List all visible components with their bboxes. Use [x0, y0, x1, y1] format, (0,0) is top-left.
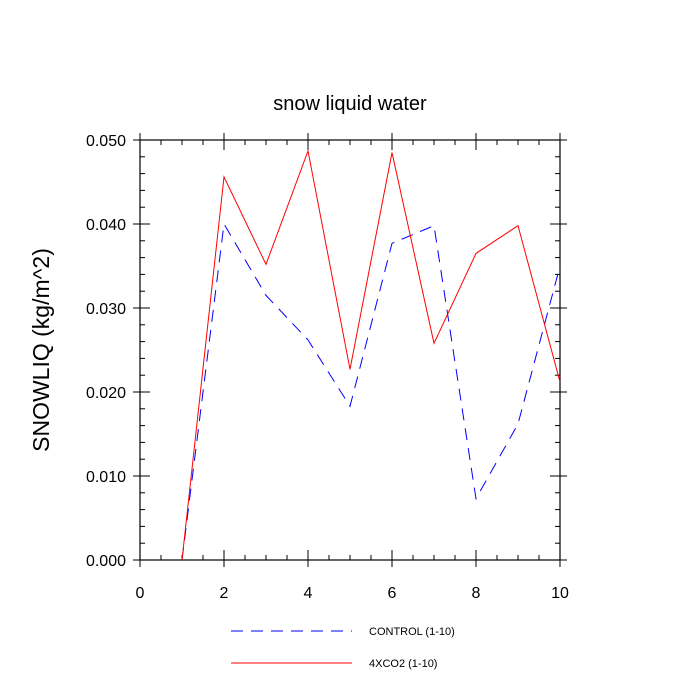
x-tick-label: 6: [388, 585, 397, 602]
chart-title: snow liquid water: [273, 93, 427, 115]
x-tick-label: 4: [304, 585, 313, 602]
y-tick-label: 0.030: [86, 301, 126, 318]
legend-label-1: 4XCO2 (1-10): [369, 658, 437, 670]
y-tick-label: 0.000: [86, 553, 126, 570]
x-tick-label: 10: [551, 585, 569, 602]
axis-ticks: 0 2 4 6 8 10 0.000 0.010 0.020 0.030 0.040 0.050: [86, 133, 569, 602]
plot-frame: [139, 139, 561, 561]
legend: CONTROL (1-10) 4XCO2 (1-10): [231, 626, 455, 670]
y-tick-label: 0.050: [86, 133, 126, 150]
series-line-1: [181, 149, 561, 561]
y-tick-label: 0.010: [86, 469, 126, 486]
y-axis-label: SNOWLIQ (kg/m^2): [28, 248, 54, 452]
series-lines: [181, 149, 561, 561]
x-tick-label: 2: [220, 585, 229, 602]
x-tick-label: 0: [136, 585, 145, 602]
x-tick-label: 8: [472, 585, 481, 602]
y-tick-label: 0.040: [86, 217, 126, 234]
series-line-0: [181, 222, 561, 561]
y-tick-label: 0.020: [86, 385, 126, 402]
legend-label-0: CONTROL (1-10): [369, 626, 455, 638]
